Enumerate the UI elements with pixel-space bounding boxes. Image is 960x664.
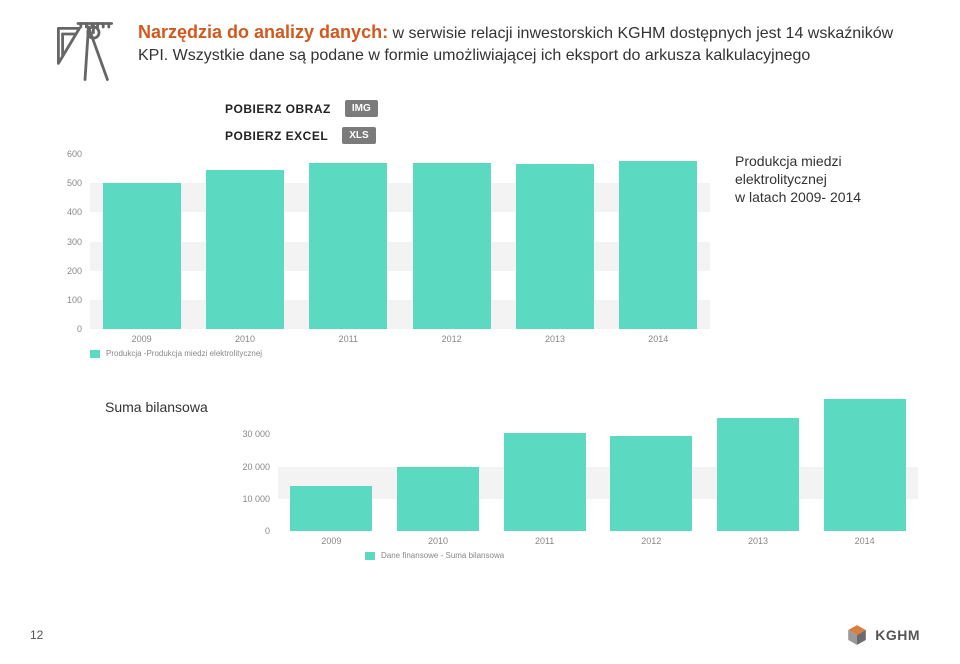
kghm-logo: KGHM — [846, 624, 920, 646]
x-tick-label: 2011 — [504, 536, 586, 546]
side-note-line: w latach 2009- 2014 — [735, 188, 895, 206]
legend-swatch — [365, 552, 375, 560]
y-tick-label: 300 — [50, 237, 82, 247]
header: Narzędzia do analizy danych: w serwisie … — [50, 20, 900, 90]
chart1-bar — [619, 161, 697, 329]
x-tick-label: 2012 — [610, 536, 692, 546]
y-tick-label: 10 000 — [230, 494, 270, 504]
y-tick-label: 600 — [50, 149, 82, 159]
x-tick-label: 2011 — [309, 334, 387, 344]
x-tick-label: 2010 — [206, 334, 284, 344]
download-section: POBIERZ OBRAZ IMG POBIERZ EXCEL XLS — [225, 100, 900, 144]
chart1-bar — [413, 163, 491, 329]
chart1-bar — [103, 183, 181, 329]
y-tick-label: 100 — [50, 295, 82, 305]
x-tick-label: 2009 — [290, 536, 372, 546]
x-tick-label: 2010 — [397, 536, 479, 546]
side-note-line: elektrolitycznej — [735, 170, 895, 188]
chart2-bar — [290, 486, 372, 531]
chart1-legend: Produkcja -Produkcja miedzi elektrolityc… — [90, 349, 262, 358]
y-tick-label: 0 — [230, 526, 270, 536]
x-tick-label: 2013 — [717, 536, 799, 546]
chart2-title: Suma bilansowa — [105, 399, 208, 415]
y-tick-label: 500 — [50, 178, 82, 188]
x-tick-label: 2013 — [516, 334, 594, 344]
chart2-legend-text: Dane finansowe - Suma bilansowa — [381, 551, 504, 560]
download-xls-label: POBIERZ EXCEL — [225, 129, 328, 143]
x-tick-label: 2014 — [824, 536, 906, 546]
side-note-line: Produkcja miedzi — [735, 152, 895, 170]
chart2-bar — [504, 433, 586, 531]
download-img-label: POBIERZ OBRAZ — [225, 102, 331, 116]
chart1-side-note: Produkcja miedzi elektrolitycznej w lata… — [735, 152, 895, 207]
page-number: 12 — [30, 628, 43, 642]
chart1-bar — [516, 164, 594, 329]
production-chart: 0100200300400500600 20092010201120122013… — [50, 154, 720, 364]
chart2-bar — [717, 418, 799, 531]
download-xls-row[interactable]: POBIERZ EXCEL XLS — [225, 127, 900, 144]
xls-badge: XLS — [342, 127, 375, 144]
chart1-bar — [206, 170, 284, 329]
chart2-bar — [397, 467, 479, 531]
balance-chart: 0 10 000 20 000 30 000 2009 2010 2011 2012 2013… — [230, 399, 930, 567]
chart1-bar — [309, 163, 387, 329]
chart2-bar — [610, 436, 692, 531]
chart1-area: 0100200300400500600 20092010201120122013… — [50, 154, 900, 364]
y-tick-label: 0 — [50, 324, 82, 334]
kghm-logo-icon — [846, 624, 868, 646]
y-tick-label: 30 000 — [230, 429, 270, 439]
y-tick-label: 200 — [50, 266, 82, 276]
header-title: Narzędzia do analizy danych: — [138, 22, 388, 42]
kghm-logo-text: KGHM — [875, 627, 920, 643]
x-tick-label: 2009 — [103, 334, 181, 344]
img-badge: IMG — [345, 100, 378, 117]
header-text: Narzędzia do analizy danych: w serwisie … — [138, 20, 900, 66]
download-img-row[interactable]: POBIERZ OBRAZ IMG — [225, 100, 900, 117]
x-tick-label: 2012 — [413, 334, 491, 344]
y-tick-label: 20 000 — [230, 462, 270, 472]
chart2-bar — [824, 399, 906, 531]
y-tick-label: 400 — [50, 207, 82, 217]
x-tick-label: 2014 — [619, 334, 697, 344]
drafting-tools-icon — [50, 20, 120, 90]
legend-swatch — [90, 350, 100, 358]
chart2-legend: Dane finansowe - Suma bilansowa — [365, 551, 504, 560]
chart1-legend-text: Produkcja -Produkcja miedzi elektrolityc… — [106, 349, 262, 358]
